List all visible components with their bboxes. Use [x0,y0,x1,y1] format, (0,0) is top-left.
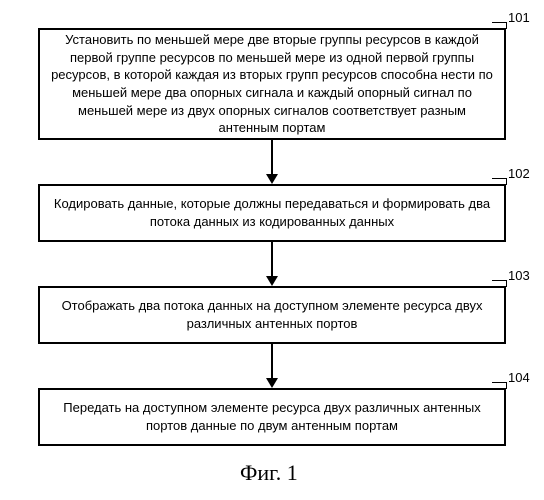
arrow-1-head [266,174,278,184]
figure-caption: Фиг. 1 [240,460,298,486]
label-104: 104 [508,370,530,385]
flowchart-canvas: 101 Установить по меньшей мере две вторы… [0,0,544,500]
step-101: Установить по меньшей мере две вторые гр… [38,28,506,140]
label-102: 102 [508,166,530,181]
step-104: Передать на доступном элементе ресурса д… [38,388,506,446]
step-101-text: Установить по меньшей мере две вторые гр… [50,31,494,136]
arrow-2-head [266,276,278,286]
step-103: Отображать два потока данных на доступно… [38,286,506,344]
arrow-3-head [266,378,278,388]
arrow-1-line [271,140,273,174]
step-102: Кодировать данные, которые должны переда… [38,184,506,242]
step-102-text: Кодировать данные, которые должны переда… [50,195,494,230]
arrow-3-line [271,344,273,378]
step-103-text: Отображать два потока данных на доступно… [50,297,494,332]
label-103: 103 [508,268,530,283]
step-104-text: Передать на доступном элементе ресурса д… [50,399,494,434]
arrow-2-line [271,242,273,276]
label-101: 101 [508,10,530,25]
